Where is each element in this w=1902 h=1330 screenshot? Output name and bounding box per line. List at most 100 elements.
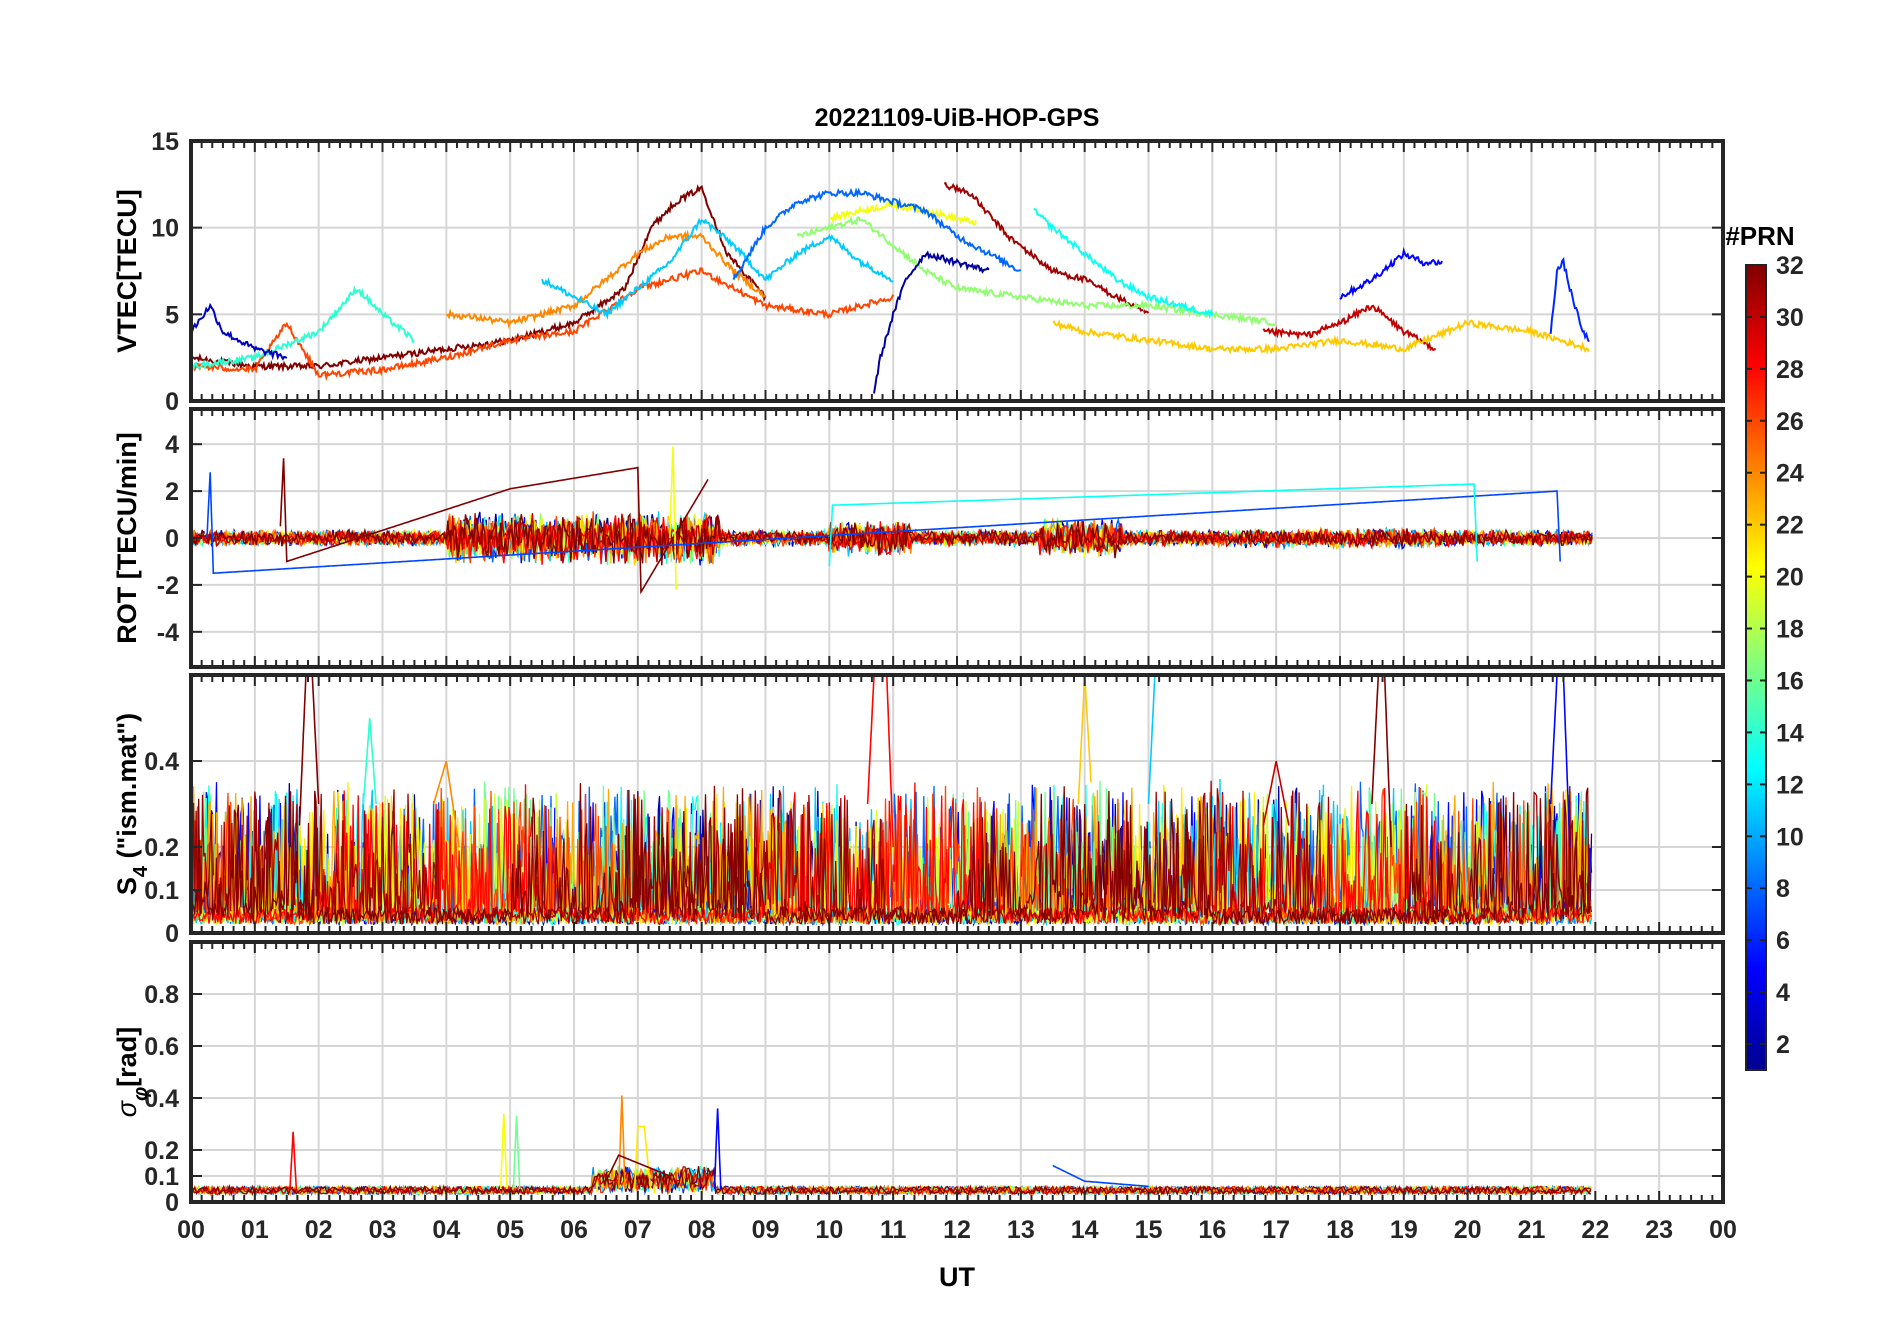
x-tick-label: 08 bbox=[688, 1216, 716, 1244]
x-tick-label: 04 bbox=[432, 1216, 460, 1244]
vtec-key-series-prn-14 bbox=[191, 285, 416, 372]
y-tick-label-vtec: 15 bbox=[151, 128, 179, 156]
x-tick-label: 10 bbox=[815, 1216, 843, 1244]
colorbar-tick-label: 12 bbox=[1776, 771, 1804, 799]
y-tick-label-sigma_phi: 0.6 bbox=[144, 1033, 179, 1061]
panel-rot: -4 -2 0 2 4 ROT [TECU/min] bbox=[112, 407, 1725, 669]
series-sigma_phi bbox=[191, 1095, 1592, 1197]
s4-key-series-prn-5 bbox=[1549, 675, 1571, 848]
series-s4 bbox=[191, 675, 1593, 927]
vtec-key-series-prn-6 bbox=[1549, 256, 1590, 343]
sigma_phi-key-series-prn-20 bbox=[499, 1113, 508, 1190]
x-tick-label: 02 bbox=[305, 1216, 333, 1244]
y-tick-label-s4: 0.2 bbox=[144, 834, 179, 862]
vtec-key-series-prn-5 bbox=[1339, 247, 1443, 300]
x-tick-label: 20 bbox=[1454, 1216, 1482, 1244]
vtec-key-series-prn-31 bbox=[943, 181, 1150, 314]
y-tick-label-sigma_phi: 0.1 bbox=[144, 1163, 179, 1191]
s4-key-series-prn-14 bbox=[362, 717, 377, 805]
x-tick-label: 05 bbox=[496, 1216, 524, 1244]
colorbar-tick-label: 24 bbox=[1776, 460, 1804, 488]
y-axis-label-vtec: VTEC[TECU] bbox=[112, 189, 142, 353]
colorbar-tick-label: 14 bbox=[1776, 719, 1804, 747]
colorbar-tick-label: 4 bbox=[1776, 979, 1790, 1007]
colorbar-tick-label: 8 bbox=[1776, 875, 1790, 903]
s4-series-prn-32 bbox=[191, 783, 1592, 927]
y-axis-label-s4: S4 ("ism.mat") bbox=[112, 713, 152, 895]
y-tick-label-rot: 2 bbox=[165, 478, 179, 506]
x-tick-label: 17 bbox=[1262, 1216, 1290, 1244]
rot-key-series-prn-13 bbox=[828, 483, 1478, 567]
sigma_phi-key-series-prn-32 bbox=[605, 1154, 671, 1182]
rot-key-series-prn-7 bbox=[206, 472, 1561, 575]
colorbar-tick-label: 16 bbox=[1776, 667, 1804, 695]
x-ticks-s4 bbox=[190, 675, 1724, 934]
vtec-key-series-prn-13 bbox=[1033, 208, 1214, 320]
colorbar-tick-label: 28 bbox=[1776, 356, 1804, 384]
x-tick-label: 18 bbox=[1326, 1216, 1354, 1244]
x-tick-label: 14 bbox=[1071, 1216, 1099, 1244]
x-tick-label: 09 bbox=[752, 1216, 780, 1244]
vtec-key-series-prn-8 bbox=[732, 187, 1022, 280]
vtec-key-series-prn-22 bbox=[1052, 318, 1590, 355]
s4-key-series-prn-22 bbox=[1077, 675, 1092, 805]
vtec-key-series-prn-17 bbox=[796, 215, 1277, 327]
series-rot bbox=[191, 446, 1593, 595]
vtec-key-series-prn-3 bbox=[191, 302, 288, 361]
sigma_phi-key-series-prn-21 bbox=[633, 1125, 652, 1190]
x-tick-label: 07 bbox=[624, 1216, 652, 1244]
series-vtec bbox=[191, 181, 1590, 394]
rot-series-prn-32 bbox=[191, 512, 1593, 566]
x-tick-label: 15 bbox=[1135, 1216, 1163, 1244]
panel-s4: 0 0.1 0.2 0.4S4 ("ism.mat") bbox=[112, 673, 1725, 948]
x-tick-label: 12 bbox=[943, 1216, 971, 1244]
x-tick-label: 19 bbox=[1390, 1216, 1418, 1244]
y-tick-label-vtec: 5 bbox=[165, 301, 179, 329]
s4-key-series-prn-11 bbox=[1147, 675, 1162, 805]
s4-key-series-prn-28 bbox=[866, 675, 894, 848]
x-tick-label: 11 bbox=[880, 1216, 907, 1244]
y-tick-label-vtec: 0 bbox=[165, 388, 179, 416]
y-tick-label-s4: 0 bbox=[165, 920, 179, 948]
x-ticks-sigma_phi bbox=[190, 942, 1724, 1203]
x-tick-label: 00 bbox=[1709, 1216, 1737, 1244]
sigma_phi-key-series-prn-16 bbox=[512, 1116, 521, 1190]
s4-key-series-prn-32 bbox=[298, 675, 320, 826]
s4-key-series-prn-30 bbox=[1262, 760, 1290, 826]
y-tick-label-s4: 0.4 bbox=[144, 748, 179, 776]
colorbar-tick-label: 18 bbox=[1776, 616, 1804, 644]
x-tick-label: 23 bbox=[1645, 1216, 1673, 1244]
vtec-key-series-prn-11 bbox=[541, 217, 894, 321]
sigma-series-prn-32 bbox=[191, 1166, 1592, 1197]
x-tick-label: 22 bbox=[1581, 1216, 1609, 1244]
s4-key-series-prn-32 bbox=[1371, 675, 1392, 848]
y-tick-label-rot: 0 bbox=[165, 525, 179, 553]
y-tick-label-rot: 4 bbox=[165, 431, 179, 459]
y-axis-label-sigma_phi: σφ[rad] bbox=[112, 1027, 152, 1117]
colorbar-tick-label: 26 bbox=[1776, 408, 1804, 436]
colorbar-label: #PRN bbox=[1725, 221, 1794, 251]
y-tick-label-s4: 0.1 bbox=[144, 877, 179, 905]
rot-key-series-prn-20 bbox=[669, 446, 677, 590]
x-tick-label: 13 bbox=[1007, 1216, 1035, 1244]
colorbar-tick-label: 10 bbox=[1776, 823, 1804, 851]
y-tick-label-sigma_phi: 0 bbox=[165, 1189, 179, 1217]
vtec-key-series-prn-30 bbox=[1262, 304, 1436, 352]
x-tick-label: 16 bbox=[1198, 1216, 1226, 1244]
colorbar-gradient bbox=[1745, 264, 1767, 1071]
rot-key-series-prn-32 bbox=[279, 458, 709, 595]
grid-sigma_phi bbox=[191, 942, 1723, 1202]
sigma_phi-key-series-prn-7 bbox=[1052, 1164, 1149, 1188]
x-tick-label: 21 bbox=[1518, 1216, 1546, 1244]
colorbar-tick-label: 32 bbox=[1776, 252, 1804, 280]
x-tick-label: 00 bbox=[177, 1216, 205, 1244]
vtec-key-series-prn-2 bbox=[873, 250, 990, 394]
vtec-key-series-prn-32 bbox=[191, 184, 767, 373]
chart-title: 20221109-UiB-HOP-GPS bbox=[815, 104, 1100, 132]
panel-sigma_phi: 00.10.2 0.4 0.6 0.8 σφ[rad] bbox=[112, 940, 1725, 1217]
sigma_phi-key-series-prn-28 bbox=[289, 1131, 298, 1190]
